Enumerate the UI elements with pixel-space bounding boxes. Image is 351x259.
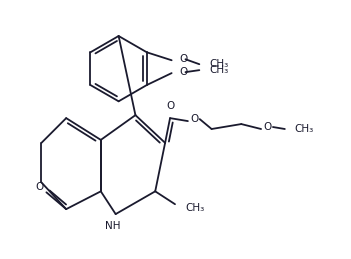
Text: O: O xyxy=(179,54,188,64)
Text: O: O xyxy=(179,67,188,77)
Text: O: O xyxy=(191,114,199,124)
Text: O: O xyxy=(166,101,174,111)
Text: CH₃: CH₃ xyxy=(209,65,229,75)
Text: O: O xyxy=(35,182,44,192)
Text: NH: NH xyxy=(105,221,120,231)
Text: O: O xyxy=(264,122,272,132)
Text: CH₃: CH₃ xyxy=(295,124,314,134)
Text: CH₃: CH₃ xyxy=(185,203,204,213)
Text: CH₃: CH₃ xyxy=(209,59,229,69)
